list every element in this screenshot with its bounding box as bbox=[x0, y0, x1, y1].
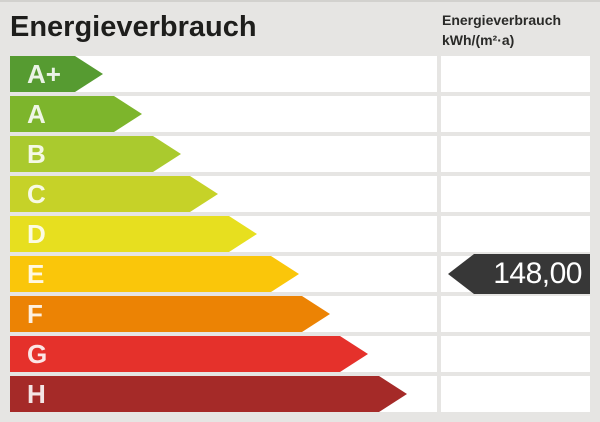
scale-row-right-cell bbox=[441, 136, 590, 172]
scale-row: H bbox=[0, 376, 600, 412]
energy-class-label: C bbox=[27, 179, 46, 209]
scale-row: G bbox=[0, 336, 600, 372]
energy-class-label: A+ bbox=[27, 59, 61, 89]
scale-row-right-cell bbox=[441, 376, 590, 412]
scale-row-right-cell bbox=[441, 56, 590, 92]
energy-class-label: H bbox=[27, 379, 46, 409]
value-text: 148,00 bbox=[493, 257, 582, 290]
scale-row-right-cell bbox=[441, 216, 590, 252]
scale-row: C bbox=[0, 176, 600, 212]
scale-row-right-cell bbox=[441, 96, 590, 132]
scale-row: F bbox=[0, 296, 600, 332]
energy-class-label: G bbox=[27, 339, 48, 369]
energy-class-label: B bbox=[27, 139, 46, 169]
energy-class-arrow: H bbox=[10, 376, 407, 412]
scale-row-right-cell bbox=[441, 296, 590, 332]
energy-class-arrow: A bbox=[10, 96, 142, 132]
energy-class-label: F bbox=[27, 299, 43, 329]
page-title: Energieverbrauch bbox=[10, 11, 257, 43]
scale-row: A bbox=[0, 96, 600, 132]
scale-row: A+ bbox=[0, 56, 600, 92]
scale-row: B bbox=[0, 136, 600, 172]
energy-class-arrow: B bbox=[10, 136, 181, 172]
energy-class-label: E bbox=[27, 259, 45, 289]
energy-class-arrow: G bbox=[10, 336, 368, 372]
scale-row: D bbox=[0, 216, 600, 252]
unit-label: Energieverbrauch kWh/(m²·a) bbox=[442, 10, 561, 50]
unit-label-line1: Energieverbrauch bbox=[442, 12, 562, 28]
value-tag: 148,00 bbox=[448, 254, 590, 294]
unit-label-line2: kWh/(m²·a) bbox=[442, 32, 515, 48]
energy-class-arrow: D bbox=[10, 216, 257, 252]
energy-class-label: A bbox=[27, 99, 46, 129]
scale-row-right-cell bbox=[441, 176, 590, 212]
energy-class-arrow: E bbox=[10, 256, 299, 292]
scale-row-right-cell bbox=[441, 336, 590, 372]
energy-class-label: D bbox=[27, 219, 46, 249]
energy-class-arrow: C bbox=[10, 176, 218, 212]
energy-class-arrow: F bbox=[10, 296, 330, 332]
